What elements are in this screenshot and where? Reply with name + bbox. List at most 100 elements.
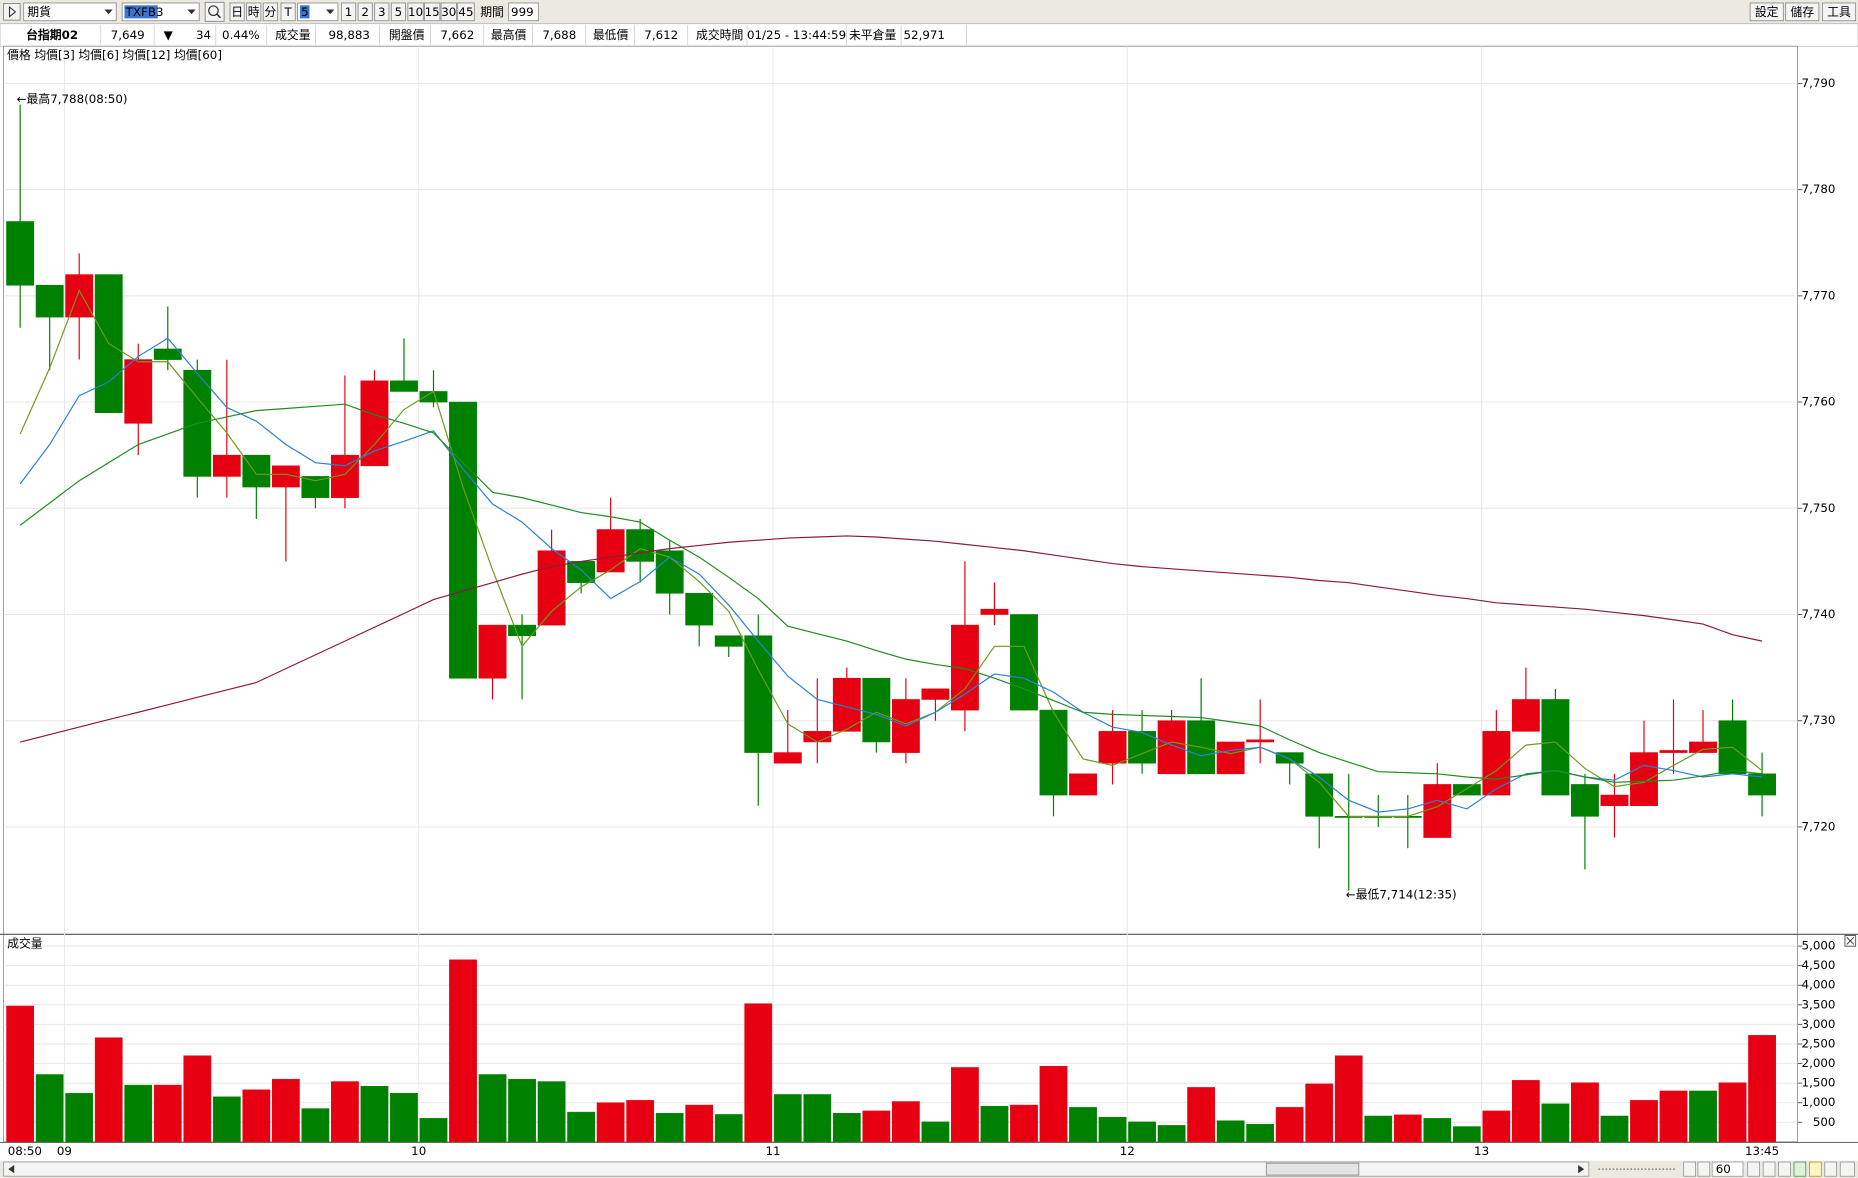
scroll-left[interactable] — [8, 1164, 15, 1174]
y-tick-label: 1,000 — [1802, 1095, 1836, 1109]
button[interactable] — [457, 2, 475, 22]
candle-body — [773, 752, 802, 764]
volume-bar — [478, 1074, 507, 1143]
button[interactable] — [1822, 2, 1857, 22]
candle-body — [1600, 794, 1629, 806]
candle-body — [1010, 614, 1038, 711]
button[interactable] — [374, 2, 390, 22]
x-tick-label: 11 — [765, 1144, 780, 1158]
volume-bar — [773, 1094, 802, 1143]
volume-bar — [1630, 1100, 1658, 1143]
y-tick-label: 2,500 — [1802, 1036, 1836, 1050]
candle-body — [301, 476, 330, 498]
y-tick-label: 7,760 — [1802, 395, 1836, 409]
candle-body — [1748, 773, 1777, 796]
candle-body — [478, 624, 507, 679]
candle-body — [626, 529, 655, 562]
button[interactable] — [262, 2, 278, 22]
tool-button[interactable] — [1793, 1161, 1807, 1177]
y-tick-label: 7,740 — [1802, 607, 1836, 621]
button[interactable] — [1749, 2, 1784, 22]
instrument-name: 台指期02 — [26, 28, 78, 42]
candle-body — [1571, 784, 1599, 817]
tool-button[interactable] — [1809, 1161, 1822, 1177]
tool-button[interactable] — [1824, 1161, 1838, 1177]
volume-bar — [685, 1104, 714, 1143]
button[interactable] — [390, 2, 406, 22]
scroll-thumb[interactable] — [1265, 1162, 1360, 1176]
tool-button[interactable] — [1747, 1161, 1760, 1177]
y-tick-label: 3,000 — [1802, 1017, 1836, 1031]
candle-body — [153, 348, 182, 360]
volume-bar — [1128, 1121, 1156, 1143]
range-label: 期間 — [480, 5, 504, 19]
volume-bar — [1748, 1035, 1776, 1143]
x-tick-label: 08:50 — [8, 1144, 42, 1158]
candle-body — [1069, 773, 1097, 796]
candle-body — [1157, 720, 1186, 775]
scroll-right[interactable] — [1578, 1164, 1585, 1174]
dropdown-arrow — [104, 9, 113, 15]
volume-bar — [1246, 1123, 1275, 1143]
y-tick-label: 7,780 — [1802, 182, 1836, 196]
legend-entry: 均價[6] — [78, 48, 118, 62]
candle-body — [242, 454, 271, 488]
search-button[interactable] — [204, 1, 225, 22]
volume-bar — [124, 1084, 153, 1143]
volume-bar — [626, 1100, 655, 1143]
volume-bar — [921, 1121, 950, 1143]
tool-button[interactable] — [1762, 1161, 1776, 1177]
tool-button[interactable] — [1778, 1161, 1791, 1177]
candle-body — [271, 465, 300, 488]
volume-bar — [980, 1105, 1009, 1143]
play-button[interactable] — [3, 3, 21, 21]
volume-bar — [6, 1005, 35, 1143]
legend-entry: 均價[12] — [122, 48, 170, 62]
symbol-select: TXFB3 — [125, 5, 164, 19]
field-value: 7,688 — [542, 28, 576, 42]
button[interactable] — [424, 2, 441, 22]
action-button: 工具 — [1827, 5, 1851, 19]
field-value: 52,971 — [904, 28, 945, 42]
volume-bar — [183, 1055, 212, 1143]
button[interactable] — [341, 2, 357, 22]
volume-bar — [212, 1096, 241, 1143]
button[interactable] — [357, 2, 373, 22]
candle-body — [714, 635, 743, 647]
volume-bar — [419, 1118, 448, 1143]
candle-body — [1275, 752, 1304, 764]
button[interactable] — [229, 2, 245, 22]
close-icon — [1846, 936, 1855, 945]
button[interactable] — [1785, 2, 1820, 22]
field-label: 成交量 — [275, 28, 311, 42]
button[interactable] — [508, 2, 539, 22]
button[interactable] — [23, 2, 117, 22]
zoom-out[interactable] — [1697, 1161, 1711, 1177]
change-percent: 0.44% — [222, 28, 260, 42]
tool-button[interactable] — [1839, 1161, 1855, 1177]
zoom-in[interactable] — [1683, 1161, 1696, 1177]
volume-bar — [832, 1113, 861, 1143]
volume-bar — [242, 1089, 271, 1143]
button[interactable] — [246, 2, 262, 22]
button[interactable] — [280, 2, 296, 22]
candle-body — [212, 454, 241, 477]
button[interactable] — [440, 2, 457, 22]
button[interactable] — [407, 2, 424, 22]
scroll-track[interactable] — [3, 1161, 1590, 1177]
candle-body — [35, 284, 64, 318]
volume-bar — [301, 1108, 330, 1143]
field-value: 01/25 - 13:44:59 — [747, 28, 846, 42]
volume-bar — [714, 1114, 743, 1143]
market-select: 期貨 — [27, 5, 51, 19]
candle-body — [1659, 750, 1688, 753]
zoom-input[interactable] — [1711, 1161, 1744, 1177]
volume-bar — [596, 1102, 625, 1143]
candle-body — [1511, 699, 1540, 732]
y-tick-label: 1,500 — [1802, 1076, 1836, 1090]
volume-bar — [65, 1093, 94, 1143]
candle-body — [921, 688, 950, 700]
candle-body — [1423, 784, 1452, 838]
volume-bar — [360, 1086, 389, 1143]
